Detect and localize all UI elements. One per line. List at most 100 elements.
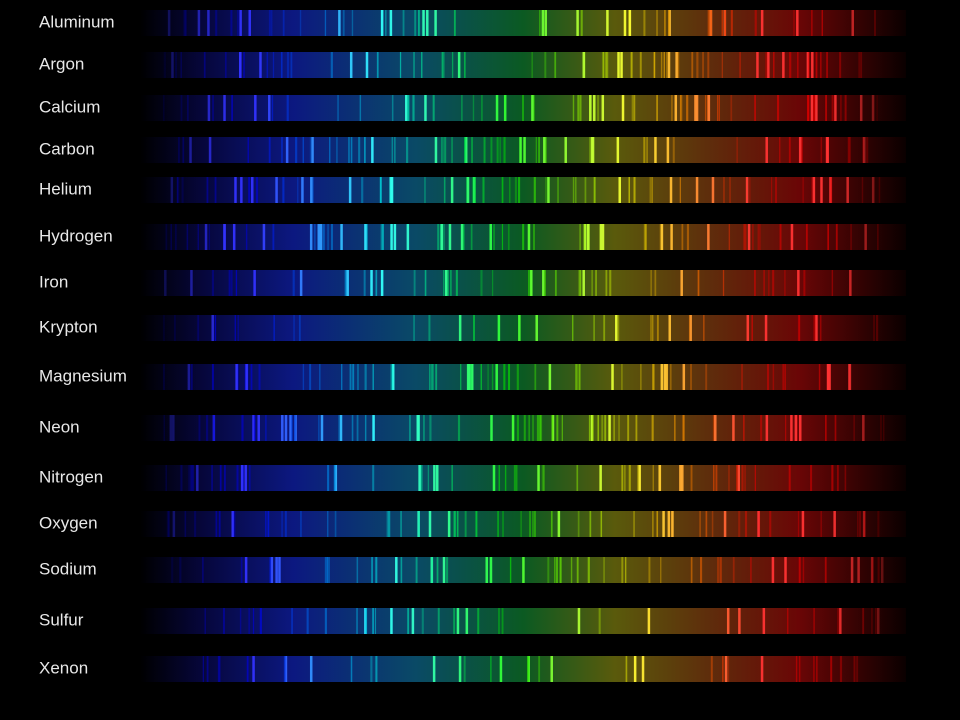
spectral-line (333, 465, 336, 491)
spectrum-strip (140, 177, 906, 203)
spectral-line (291, 608, 293, 634)
spectral-line (434, 137, 438, 163)
spectral-line (313, 224, 316, 250)
spectral-line (810, 465, 813, 491)
spectral-line (850, 557, 854, 583)
spectral-line (797, 270, 800, 296)
spectral-line (670, 224, 673, 250)
spectral-line (771, 557, 775, 583)
spectral-line (417, 415, 420, 441)
spectral-line (470, 224, 473, 250)
spectral-line (224, 465, 226, 491)
spectral-line (424, 177, 426, 203)
spectral-line (218, 656, 221, 682)
spectral-line (501, 224, 504, 250)
spectral-line (375, 270, 378, 296)
spectral-line (444, 137, 447, 163)
spectral-line (176, 177, 179, 203)
spectral-line (660, 364, 664, 390)
spectral-line (649, 177, 652, 203)
spectral-line (861, 177, 864, 203)
spectral-line (669, 177, 673, 203)
spectral-line (219, 465, 222, 491)
spectral-line (765, 137, 768, 163)
spectral-line (831, 270, 834, 296)
spectral-line (720, 557, 722, 583)
spectral-line (406, 224, 410, 250)
spectral-line (718, 95, 720, 121)
spectral-line (691, 52, 694, 78)
spectral-line (457, 511, 459, 537)
spectral-line (501, 177, 504, 203)
spectral-line (214, 315, 217, 341)
spectral-line (664, 10, 666, 36)
spectral-line (371, 137, 374, 163)
spectral-line (602, 52, 605, 78)
spectral-line (451, 465, 453, 491)
spectral-line (840, 95, 842, 121)
spectral-line (797, 511, 800, 537)
spectral-line (543, 465, 545, 491)
spectral-line (267, 511, 270, 537)
spectral-line (671, 511, 674, 537)
spectral-line (662, 511, 665, 537)
spectral-line (719, 557, 721, 583)
spectral-line (873, 315, 875, 341)
spectral-line (259, 52, 262, 78)
spectral-line (408, 415, 411, 441)
spectral-line (793, 10, 795, 36)
spectral-line (611, 364, 614, 390)
spectral-line (539, 10, 541, 36)
spectral-line (174, 315, 176, 341)
spectral-line (621, 557, 624, 583)
spectral-line (784, 557, 787, 583)
spectral-line (326, 557, 329, 583)
spectral-line (393, 224, 397, 250)
spectral-line (407, 95, 410, 121)
spectral-line (439, 224, 442, 250)
spectral-line (163, 315, 165, 341)
spectral-line (429, 364, 431, 390)
spectral-line (778, 137, 781, 163)
spectral-line (576, 465, 579, 491)
spectral-line (299, 10, 302, 36)
spectral-line (556, 415, 559, 441)
spectral-line (660, 52, 663, 78)
spectral-line (375, 656, 378, 682)
spectral-line (542, 270, 545, 296)
spectral-line (429, 415, 432, 441)
spectral-line (535, 315, 538, 341)
spectral-line (856, 656, 859, 682)
spectral-line (317, 224, 320, 250)
spectral-line (847, 137, 850, 163)
spectral-line (433, 465, 436, 491)
spectral-line (499, 656, 503, 682)
spectral-line (165, 465, 168, 491)
spectral-line (608, 415, 611, 441)
spectral-line (280, 52, 283, 78)
spectral-line (726, 608, 730, 634)
spectral-line (212, 415, 216, 441)
spectral-line (255, 177, 259, 203)
spectral-line (631, 95, 634, 121)
spectral-line (665, 364, 668, 390)
spectral-line (710, 10, 712, 36)
spectral-line (722, 270, 725, 296)
spectral-line (473, 315, 476, 341)
spectral-line (650, 270, 652, 296)
spectral-line (310, 177, 313, 203)
spectral-line (350, 656, 353, 682)
spectral-line (520, 511, 522, 537)
spectral-line (218, 511, 221, 537)
spectral-line (237, 315, 239, 341)
spectral-line (356, 415, 359, 441)
spectral-line (257, 415, 260, 441)
spectral-line (217, 656, 220, 682)
spectral-line (198, 415, 201, 441)
spectral-line (259, 608, 262, 634)
spectral-line (370, 656, 373, 682)
element-label: Magnesium (39, 366, 127, 385)
spectral-line (737, 465, 740, 491)
spectral-line (462, 224, 465, 250)
